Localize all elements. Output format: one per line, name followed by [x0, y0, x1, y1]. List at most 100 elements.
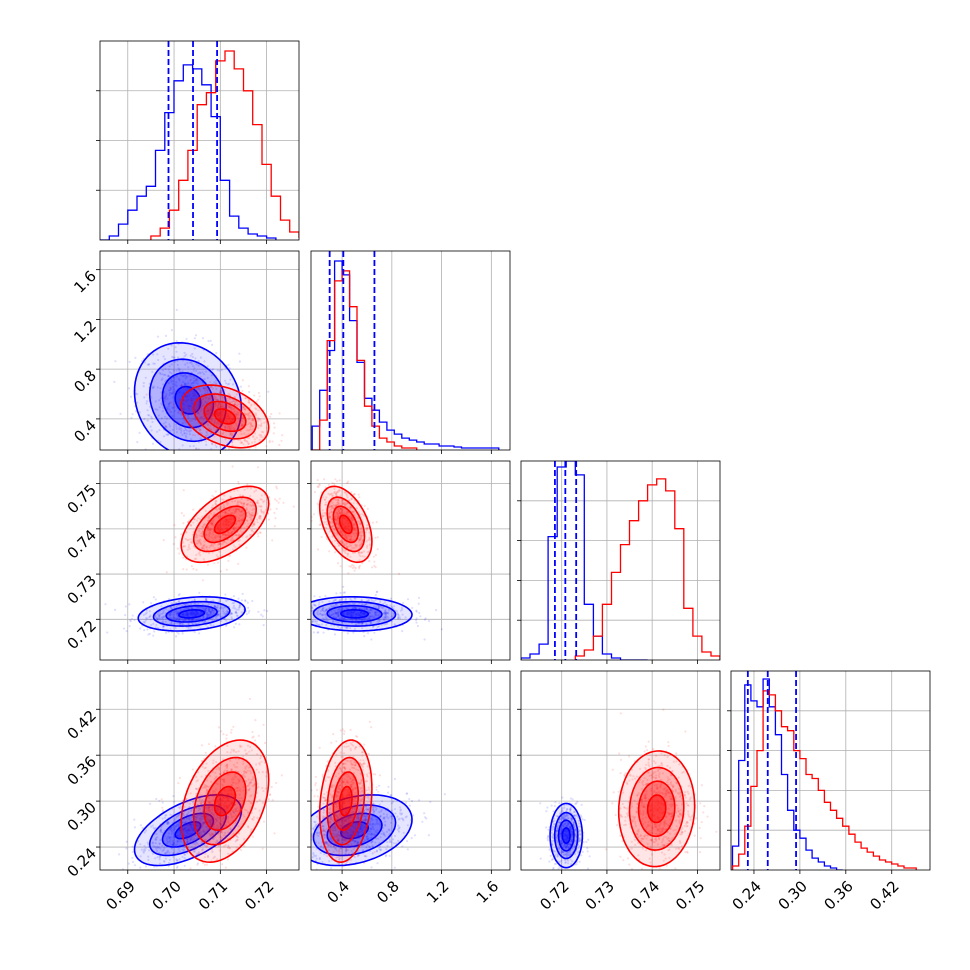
- scatter-point-red: [375, 521, 378, 524]
- scatter-point-blue: [189, 405, 192, 408]
- scatter-point-blue: [382, 602, 385, 606]
- scatter-point-red: [212, 832, 215, 835]
- scatter-point-blue: [404, 616, 407, 619]
- scatter-point-red: [347, 524, 350, 527]
- scatter-point-blue: [131, 856, 134, 860]
- scatter-point-blue: [147, 843, 150, 846]
- scatter-point-blue: [153, 630, 156, 633]
- scatter-point-red: [192, 508, 195, 511]
- contour-blue: [340, 609, 369, 619]
- scatter-point-red: [245, 765, 248, 768]
- scatter-point-red: [211, 413, 214, 416]
- scatter-point-red: [230, 532, 233, 535]
- scatter-point-red: [339, 494, 342, 497]
- scatter-point-red: [260, 424, 263, 427]
- scatter-point-red: [247, 766, 250, 769]
- scatter-point-red: [192, 518, 196, 521]
- scatter-point-red: [355, 544, 359, 547]
- scatter-point-red: [332, 504, 335, 507]
- scatter-point-red: [361, 555, 364, 558]
- density-fill-red: [193, 497, 257, 552]
- scatter-point-red: [265, 445, 268, 448]
- scatter-point-blue: [176, 834, 179, 837]
- scatter-point-blue: [176, 865, 179, 868]
- scatter-point-red: [353, 529, 356, 532]
- scatter-point-blue: [208, 833, 212, 836]
- scatter-panel-2-1: [307, 460, 511, 664]
- scatter-point-blue: [217, 827, 220, 830]
- scatter-point-blue: [362, 612, 366, 615]
- scatter-point-blue: [193, 828, 196, 831]
- scatter-point-red: [236, 489, 239, 492]
- scatter-point-blue: [419, 615, 422, 618]
- scatter-point-blue: [160, 402, 163, 405]
- scatter-point-red: [210, 395, 213, 398]
- scatter-point-red: [350, 534, 353, 538]
- scatter-point-red: [343, 517, 347, 520]
- scatter-point-red: [206, 412, 209, 415]
- scatter-point-red: [218, 413, 221, 416]
- scatter-point-red: [217, 516, 220, 519]
- scatter-point-red: [235, 835, 238, 838]
- scatter-point-blue: [190, 402, 193, 405]
- scatter-point-red: [251, 424, 254, 428]
- scatter-point-blue: [142, 385, 145, 388]
- scatter-point-red: [220, 413, 223, 416]
- scatter-point-red: [250, 514, 253, 517]
- scatter-point-blue: [162, 609, 165, 612]
- scatter-point-blue: [417, 602, 420, 605]
- scatter-point-red: [350, 539, 353, 542]
- scatter-point-blue: [211, 343, 214, 346]
- scatter-point-blue: [194, 394, 197, 397]
- scatter-point-blue: [193, 842, 196, 845]
- scatter-point-blue: [366, 599, 369, 602]
- scatter-point-blue: [126, 876, 128, 878]
- scatter-point-blue: [151, 370, 154, 373]
- scatter-point-blue: [224, 801, 227, 804]
- scatter-point-blue: [197, 806, 200, 810]
- scatter-point-blue: [382, 612, 385, 615]
- scatter-point-blue: [188, 828, 191, 831]
- scatter-point-red: [235, 810, 238, 813]
- scatter-point-blue: [167, 822, 170, 825]
- scatter-point-blue: [147, 858, 150, 862]
- scatter-point-red: [237, 426, 240, 429]
- scatter-point-red: [224, 527, 228, 530]
- scatter-point-blue: [208, 821, 211, 824]
- scatter-point-blue: [385, 617, 388, 620]
- scatter-point-red: [260, 510, 263, 513]
- scatter-point-blue: [171, 840, 174, 843]
- scatter-point-blue: [375, 611, 378, 615]
- scatter-point-red: [227, 531, 230, 534]
- scatter-point-red: [330, 518, 333, 521]
- scatter-point-blue: [218, 821, 221, 825]
- scatter-point-blue: [146, 363, 149, 366]
- scatter-point-blue: [204, 609, 207, 612]
- scatter-point-blue: [145, 400, 148, 403]
- scatter-point-blue: [144, 376, 147, 379]
- scatter-point-red: [233, 428, 236, 431]
- scatter-point-red: [228, 847, 231, 850]
- scatter-point-blue: [378, 605, 381, 608]
- scatter-point-blue: [213, 604, 216, 607]
- scatter-point-blue: [178, 829, 181, 832]
- scatter-point-blue: [202, 373, 206, 376]
- scatter-point-blue: [399, 609, 402, 612]
- scatter-point-red: [229, 496, 232, 499]
- scatter-point-blue: [210, 403, 213, 406]
- histogram-clip: [521, 461, 720, 660]
- scatter-point-blue: [322, 606, 325, 610]
- scatter-point-red: [236, 503, 239, 506]
- scatter-point-blue: [358, 622, 361, 625]
- scatter-point-red: [244, 766, 247, 769]
- scatter-point-blue: [355, 623, 358, 626]
- scatter-point-blue: [227, 797, 230, 800]
- scatter-point-blue: [217, 414, 220, 417]
- scatter-point-blue: [220, 823, 223, 826]
- scatter-point-red: [174, 406, 177, 409]
- scatter-point-red: [223, 536, 226, 539]
- scatter-point-red: [335, 504, 338, 507]
- scatter-point-blue: [257, 610, 260, 613]
- scatter-point-blue: [201, 815, 204, 819]
- scatter-point-blue: [351, 615, 354, 618]
